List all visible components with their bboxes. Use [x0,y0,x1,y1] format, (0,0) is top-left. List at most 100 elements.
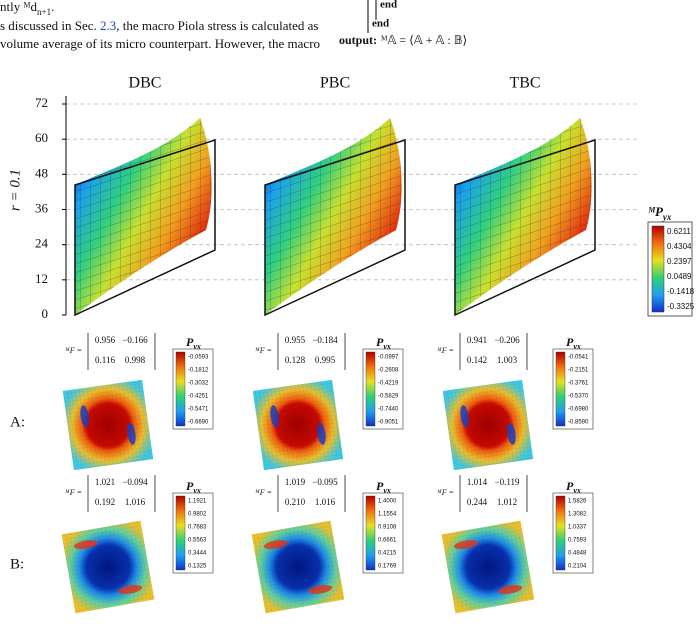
column-title: DBC [129,75,162,92]
matrix-label: ᴹF = [437,488,454,497]
colorbar [651,225,665,313]
matrix-label: ᴹF = [255,346,272,355]
stress-field-mesh [252,379,344,471]
colorbar-label: 0.3444 [188,551,207,557]
matrix-entry: −0.166 [122,335,148,345]
stress-pocket [308,585,333,594]
colorbar-label: 0.5563 [188,538,207,544]
colorbar-label: -0.8590 [568,420,589,426]
text-span: n+1 [37,7,51,17]
matrix-entry: −0.184 [312,335,338,345]
colorbar-label: -0.1812 [188,368,209,374]
matrix-entry: 0.998 [125,355,146,365]
colorbar-title-sub: yx [662,212,672,222]
algorithm-end: end [380,0,397,11]
colorbar-title: Pyx [186,479,201,496]
matrix-entry: 1.019 [285,477,306,487]
matrix-bracket [459,475,528,512]
colorbar-label: -0.7440 [378,407,399,413]
colorbar-label: -0.5370 [568,394,589,400]
colorbar-label: 1.1554 [378,512,397,518]
colorbar-label: 0.1325 [188,564,207,570]
reference-outline [74,138,216,317]
colorbar-title-sub: yx [572,486,581,495]
stress-pocket [317,422,326,445]
colorbar-title-main: P [566,479,574,493]
reference-outline [454,138,596,317]
colorbar-title-main: P [186,479,194,493]
colorbar-label: -0.2151 [568,368,589,374]
colorbar-label: 0.9108 [378,525,397,531]
colorbar-label: 0.2397 [667,257,692,266]
colorbar-label: 1.0337 [568,525,587,531]
colorbar-label: -0.3761 [568,381,589,387]
text-span: . [51,0,54,14]
colorbar-label: -0.4219 [378,381,399,387]
colorbar [175,495,186,571]
stress-field-mesh [61,520,155,614]
stress-pocket [80,405,89,428]
colorbar-title-main: ᴹP [648,204,664,219]
colorbar-label: 0.4215 [378,551,397,557]
colorbar-label: 1.1921 [188,499,207,505]
matrix-bracket [277,333,346,370]
column-title: TBC [509,75,540,92]
algorithm-end: end [372,18,389,30]
mesh-grid [265,118,402,315]
matrix-entry: −0.094 [122,477,148,487]
colorbar-label: 1.4000 [378,499,397,505]
algorithm-output: output: ᴹ𝔸 = ⟨𝔸 + 𝔸 : 𝔹⟩ [339,33,467,47]
colorbar-title-sub: yx [382,486,391,495]
colorbar-label: -0.9051 [378,420,399,426]
colorbar [555,495,566,571]
colorbar-label: 0.7683 [188,525,207,531]
y-axis-label: r = 0.1 [7,169,23,211]
matrix-bracket [459,333,528,370]
colorbar-label: -0.3325 [667,302,695,311]
output-expr: ᴹ𝔸 = ⟨𝔸 + 𝔸 : 𝔹⟩ [381,33,467,47]
colorbar-title-sub: yx [572,342,581,351]
stress-pocket [453,540,478,549]
colorbar-title-main: P [186,335,194,349]
colorbar-label: 0.7593 [568,538,587,544]
matrix-label: ᴹF = [65,346,82,355]
colorbar [365,495,376,571]
colorbar [365,351,376,427]
stress-field-mesh [441,520,535,614]
colorbar-label: -0.6690 [188,420,209,426]
colorbar-label: -0.0593 [188,355,209,361]
y-tick-label: 24 [35,236,49,251]
colorbar-title-sub: yx [192,342,201,351]
matrix-entry: 0.192 [95,497,115,507]
matrix-entry: 0.210 [285,497,306,507]
colorbar-label: 0.4848 [568,551,587,557]
colorbar-label: -0.0541 [568,355,589,361]
colorbar-label: -0.1418 [667,287,695,296]
row-label: A: [10,414,25,430]
colorbar-label: 1.3082 [568,512,587,518]
text-span: , the macro Piola stress is calculated a… [116,18,318,33]
colorbar-title: Pyx [566,335,581,352]
text-span: volume average of its micro counterpart.… [0,36,320,51]
matrix-entry: 1.016 [315,497,336,507]
output-label: output: [339,33,377,47]
colorbar-label: 0.2104 [568,564,587,570]
colorbar-label: -0.3032 [188,381,209,387]
matrix-entry: −0.206 [494,335,520,345]
colorbar-label: 0.9802 [188,512,207,518]
matrix-entry: −0.095 [312,477,338,487]
colorbar-label: 0.1769 [378,564,397,570]
matrix-bracket [87,333,156,370]
colorbar-label: -0.2608 [378,368,399,374]
stress-pocket [118,585,143,594]
matrix-label: ᴹF = [65,488,82,497]
colorbar-title: Pyx [186,335,201,352]
body-text-line: volume average of its micro counterpart.… [0,36,320,51]
text-span: s discussed in Sec. [0,18,100,33]
y-tick-label: 60 [35,130,48,145]
matrix-entry: 0.995 [315,355,336,365]
stress-pocket [498,585,523,594]
stress-pocket [127,422,136,445]
y-tick-label: 36 [35,200,49,215]
